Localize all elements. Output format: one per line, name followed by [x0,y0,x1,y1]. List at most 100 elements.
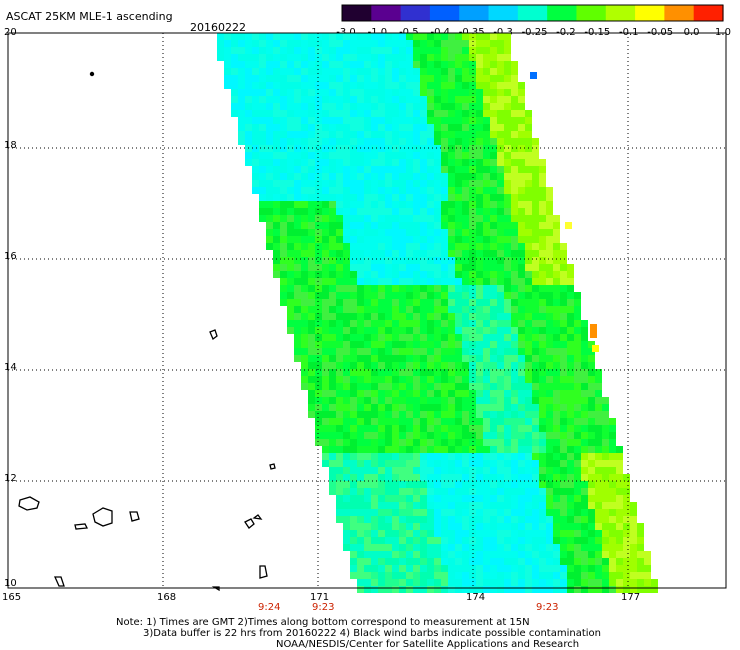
swath-cell [294,348,301,355]
swath-cell [455,390,462,397]
swath-cell [364,474,371,481]
swath-cell [434,572,441,579]
swath-cell [420,159,427,166]
swath-cell [644,551,651,558]
swath-cell [595,530,602,537]
swath-cell [371,159,378,166]
swath-cell [518,264,525,271]
swath-cell [301,173,308,180]
swath-cell [616,488,623,495]
swath-cell [560,530,567,537]
swath-cell [259,40,266,47]
swath-cell [490,278,497,285]
swath-cell [567,558,574,565]
swath-cell [567,362,574,369]
swath-cell [518,229,525,236]
swath-cell [273,208,280,215]
swath-cell [245,68,252,75]
swath-cell [511,124,518,131]
swath-cell [644,558,651,565]
swath-cell [294,355,301,362]
swath-cell [392,558,399,565]
swath-cell [343,509,350,516]
swath-cell [455,194,462,201]
swath-cell [497,355,504,362]
swath-cell [259,75,266,82]
swath-cell [322,236,329,243]
swath-cell [483,425,490,432]
swath-cell [238,89,245,96]
swath-cell [497,320,504,327]
swath-cell [294,138,301,145]
product-date: 20160222 [190,21,246,34]
swath-cell [357,208,364,215]
swath-cell [483,446,490,453]
swath-cell [399,243,406,250]
island-dot [89,71,95,77]
swath-cell [553,474,560,481]
swath-cell [406,89,413,96]
swath-cell [483,369,490,376]
swath-cell [525,502,532,509]
swath-cell [392,306,399,313]
swath-cell [308,103,315,110]
swath-cell [623,558,630,565]
swath-cell [469,425,476,432]
swath-cell [483,264,490,271]
swath-cell [392,362,399,369]
swath-cell [483,418,490,425]
swath-cell [518,215,525,222]
swath-cell [420,474,427,481]
swath-cell [553,565,560,572]
swath-cell [371,495,378,502]
swath-cell [553,320,560,327]
swath-cell [420,47,427,54]
swath-cell [308,131,315,138]
swath-cell [595,537,602,544]
swath-cell [497,369,504,376]
swath-cell [567,355,574,362]
swath-cell [581,565,588,572]
swath-cell [294,285,301,292]
swath-cell [322,418,329,425]
swath-cell [518,341,525,348]
swath-cell [329,257,336,264]
swath-cell [497,586,504,593]
swath-cell [476,579,483,586]
swath-cell [567,432,574,439]
swath-cell [392,523,399,530]
swath-cell [364,362,371,369]
swath-cell [301,257,308,264]
swath-cell [343,348,350,355]
swath-cell [357,516,364,523]
swath-cell [329,271,336,278]
swath-cell [378,229,385,236]
swath-cell [581,586,588,593]
swath-cell [378,537,385,544]
swath-cell [469,243,476,250]
swath-cell [350,257,357,264]
swath-cell [385,348,392,355]
swath-cell [343,180,350,187]
swath-cell [448,75,455,82]
swath-cell [378,572,385,579]
swath-cell [525,544,532,551]
swath-cell [343,285,350,292]
swath-cell [287,320,294,327]
swath-cell [315,376,322,383]
swath-cell [259,68,266,75]
swath-cell [343,278,350,285]
swath-cell [315,103,322,110]
swath-cell [406,355,413,362]
swath-cell [441,348,448,355]
swath-cell [385,530,392,537]
swath-cell [560,271,567,278]
swath-cell [392,110,399,117]
swath-cell [406,397,413,404]
swath-cell [448,362,455,369]
swath-cell [406,348,413,355]
swath-cell [490,250,497,257]
swath-cell [434,516,441,523]
swath-cell [532,586,539,593]
swath-cell [476,537,483,544]
